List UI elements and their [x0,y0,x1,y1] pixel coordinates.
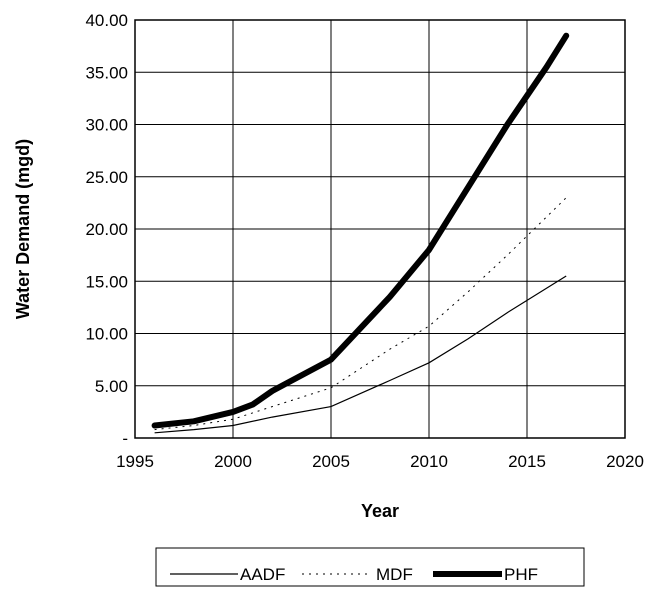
y-tick-label: 25.00 [85,168,128,187]
legend-label-phf: PHF [504,565,538,584]
series-lines [151,32,570,434]
legend-label-aadf: AADF [240,565,285,584]
series-line-aadf [154,275,567,434]
x-tick-label: 2015 [508,452,546,471]
x-tick-label: 2000 [214,452,252,471]
x-tick-labels: 1995 2000 2005 2010 2015 2020 [116,452,644,471]
y-tick-labels: - 5.00 10.00 15.00 20.00 25.00 30.00 35.00 40.00 [85,11,128,448]
y-tick-label: 10.00 [85,325,128,344]
grid [135,20,625,438]
legend-box [155,547,585,587]
y-axis-title: Water Demand (mgd) [13,139,33,319]
y-tick-label: - [122,429,128,448]
y-tick-label: 15.00 [85,272,128,291]
series-line-mdf [154,197,567,431]
x-tick-label: 1995 [116,452,154,471]
y-tick-label: 40.00 [85,11,128,30]
y-tick-label: 5.00 [95,377,128,396]
x-tick-label: 2010 [410,452,448,471]
y-tick-label: 35.00 [85,63,128,82]
legend-label-mdf: MDF [376,565,413,584]
x-tick-label: 2005 [312,452,350,471]
x-axis-title: Year [361,501,399,521]
legend: AADF MDF PHF [155,547,585,587]
series-line-phf [151,32,570,429]
y-tick-label: 30.00 [85,116,128,135]
plot-area-frame [134,19,626,439]
y-tick-label: 20.00 [85,220,128,239]
x-tick-label: 2020 [606,452,644,471]
